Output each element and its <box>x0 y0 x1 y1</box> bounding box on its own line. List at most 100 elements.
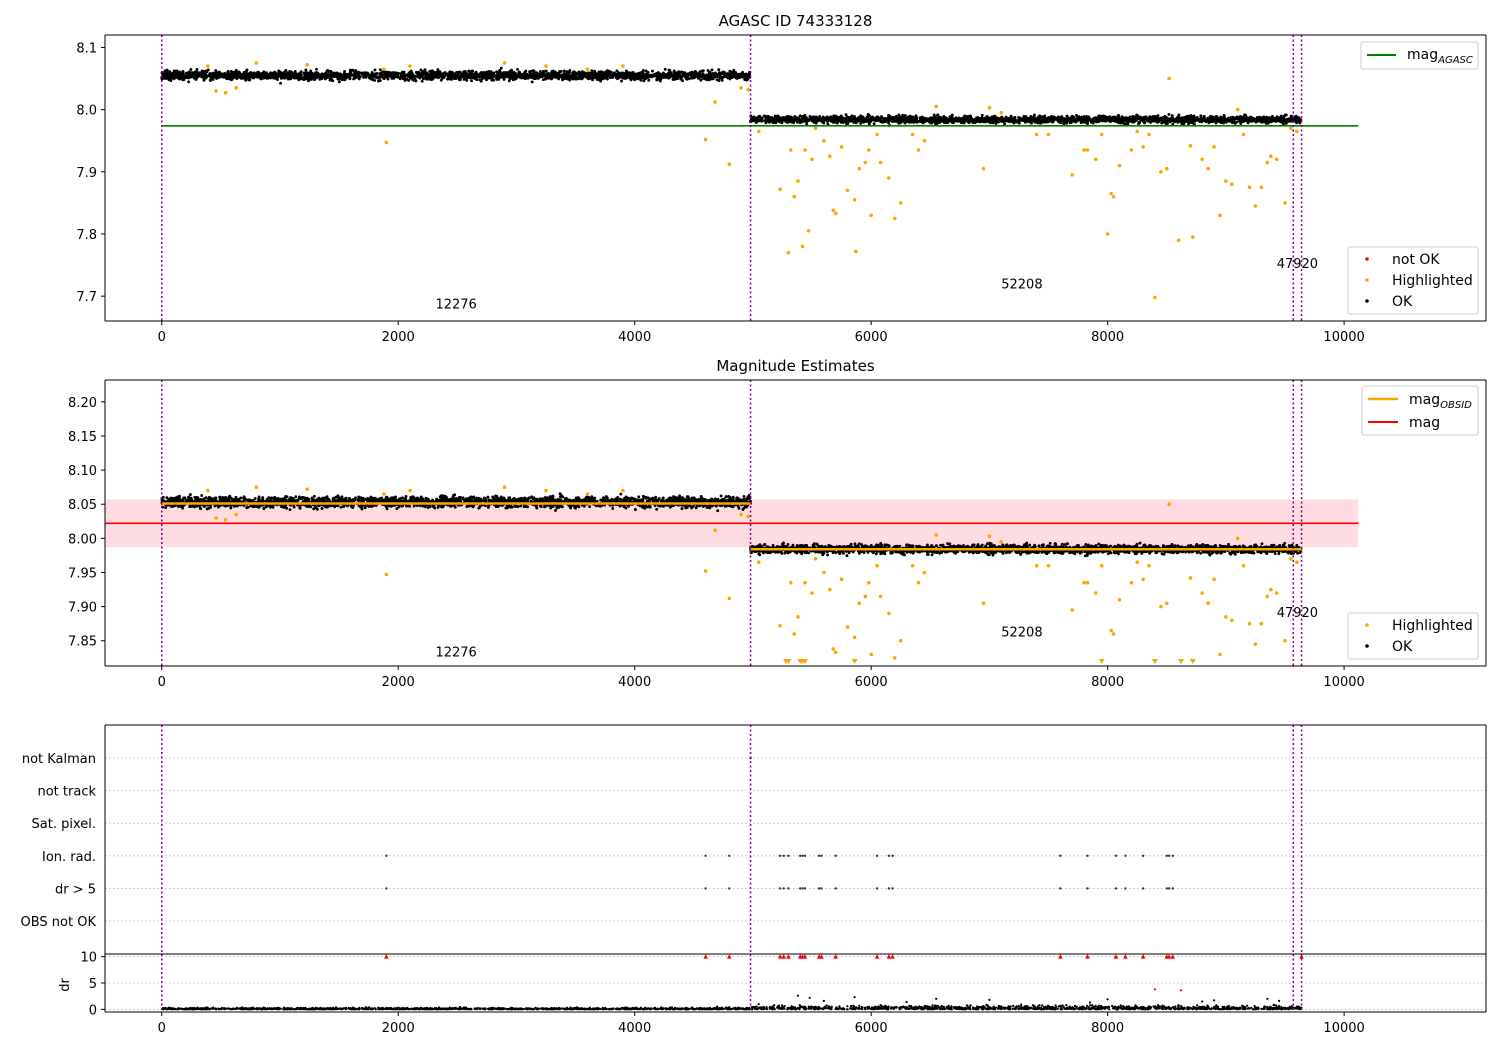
p1-ok-point <box>241 76 245 80</box>
p1-ok-point <box>1208 116 1211 120</box>
p1-ok-point <box>612 73 616 77</box>
p1-ok-point <box>433 75 437 79</box>
p1-ok-point <box>646 76 650 79</box>
p1-ok-point <box>968 115 972 119</box>
p1-highlighted-point <box>878 160 883 165</box>
p1-highlighted-point <box>778 187 782 191</box>
p1-highlighted-point <box>1105 232 1110 236</box>
p1-ok-point <box>439 78 443 82</box>
p1-highlighted-point <box>893 216 897 221</box>
p1-ok-point <box>697 75 701 79</box>
p1-ok-point <box>1036 121 1040 125</box>
p1-ok-point <box>389 74 392 78</box>
p1-ok-point <box>833 119 837 123</box>
p1-highlighted-point <box>1111 194 1116 199</box>
p1-ok-point <box>1215 119 1219 123</box>
p1-ok-point <box>1233 121 1237 125</box>
p1-ok-point <box>244 74 248 78</box>
p1-ok-point <box>423 71 426 75</box>
p1-ok-point <box>479 71 483 75</box>
p1-title: AGASC ID 74333128 <box>719 12 873 30</box>
p1-ok-point <box>625 75 629 79</box>
p1-ok-point <box>1188 118 1192 122</box>
p1-ok-point <box>825 115 829 119</box>
p1-ok-point <box>1142 118 1146 122</box>
p1-ok-point <box>1054 116 1058 120</box>
p1-ok-point <box>1180 117 1184 121</box>
p1-ok-point <box>709 77 713 81</box>
p1-ok-point <box>209 78 212 82</box>
p1-ok-point <box>723 70 726 74</box>
p1-ok-point <box>607 74 611 78</box>
p1-ok-point <box>398 77 402 81</box>
p1-ok-point <box>849 118 853 122</box>
p1-ok-point <box>163 69 167 73</box>
p1-highlighted-point <box>1206 166 1210 171</box>
p1-ok-point <box>1171 119 1174 123</box>
p1-ok-point <box>448 70 452 74</box>
p1-ok-point <box>685 75 689 79</box>
p1-ok-point <box>502 77 506 81</box>
p1-ok-point <box>849 115 853 119</box>
p1-ok-point <box>316 72 320 76</box>
p1-ok-point <box>801 120 805 124</box>
p1-ok-point <box>1269 117 1273 121</box>
p1-ok-point <box>621 72 624 76</box>
p1-ok-point <box>572 76 576 80</box>
p1-ok-point <box>800 117 804 121</box>
p1-ok-point <box>936 113 940 117</box>
p1-ok-point <box>711 72 715 75</box>
p1-ok-point <box>236 73 240 77</box>
p1-highlighted-point <box>1253 204 1258 208</box>
p1-ok-point <box>942 114 946 118</box>
p1-ok-point <box>953 119 957 123</box>
p1-ok-point <box>913 120 917 124</box>
p1-ok-point <box>302 75 306 79</box>
p1-ok-point <box>1222 121 1226 125</box>
p1-ok-point <box>1161 119 1165 123</box>
p1-ok-point <box>289 70 293 74</box>
p1-highlighted-point <box>813 126 818 131</box>
p1-ok-point <box>980 119 984 123</box>
p1-ok-point <box>980 113 984 117</box>
p1-ok-point <box>841 120 845 124</box>
p1-ok-point <box>1012 117 1016 121</box>
p1-highlighted-point <box>382 67 386 71</box>
p1-ok-point <box>512 77 516 81</box>
p1-ok-point <box>1136 116 1139 120</box>
p1-ok-point <box>182 77 186 81</box>
p1-ok-point <box>750 117 754 121</box>
p1-highlighted-point <box>739 86 743 90</box>
p1-ok-point <box>1294 118 1298 122</box>
p1-ok-point <box>1097 118 1101 122</box>
p1-ok-point <box>1113 117 1117 121</box>
p1-ok-point <box>773 119 777 123</box>
p1-ok-point <box>304 68 308 72</box>
p1-ok-point <box>590 76 594 80</box>
p1-ok-point <box>964 118 968 122</box>
p1-ok-point <box>794 118 798 122</box>
p1-ok-point <box>1058 120 1062 124</box>
p1-ok-point <box>162 72 166 76</box>
p1-ok-point <box>892 116 896 120</box>
p1-ok-point <box>362 72 366 75</box>
p1-ok-point <box>343 70 347 73</box>
p1-highlighted-point <box>822 138 826 143</box>
p1-ok-point <box>440 75 444 78</box>
p1-ok-point <box>1283 113 1287 117</box>
p1-ok-point <box>992 117 996 121</box>
p1-ok-point <box>490 71 494 75</box>
p1-ok-point <box>326 75 330 79</box>
p1-ok-point <box>474 72 478 76</box>
p1-highlighted-point <box>544 64 548 68</box>
p1-ok-point <box>497 73 501 77</box>
p1-ok-point <box>1065 115 1069 119</box>
p1-ok-point <box>418 76 422 80</box>
p1-ok-point <box>373 68 377 72</box>
p1-highlighted-point <box>223 91 228 95</box>
p1-ok-point <box>318 77 322 81</box>
p1-ok-point <box>1164 122 1168 126</box>
p1-highlighted-point <box>887 176 891 180</box>
p1-ok-point <box>491 78 495 82</box>
p1-highlighted-point <box>869 213 873 218</box>
